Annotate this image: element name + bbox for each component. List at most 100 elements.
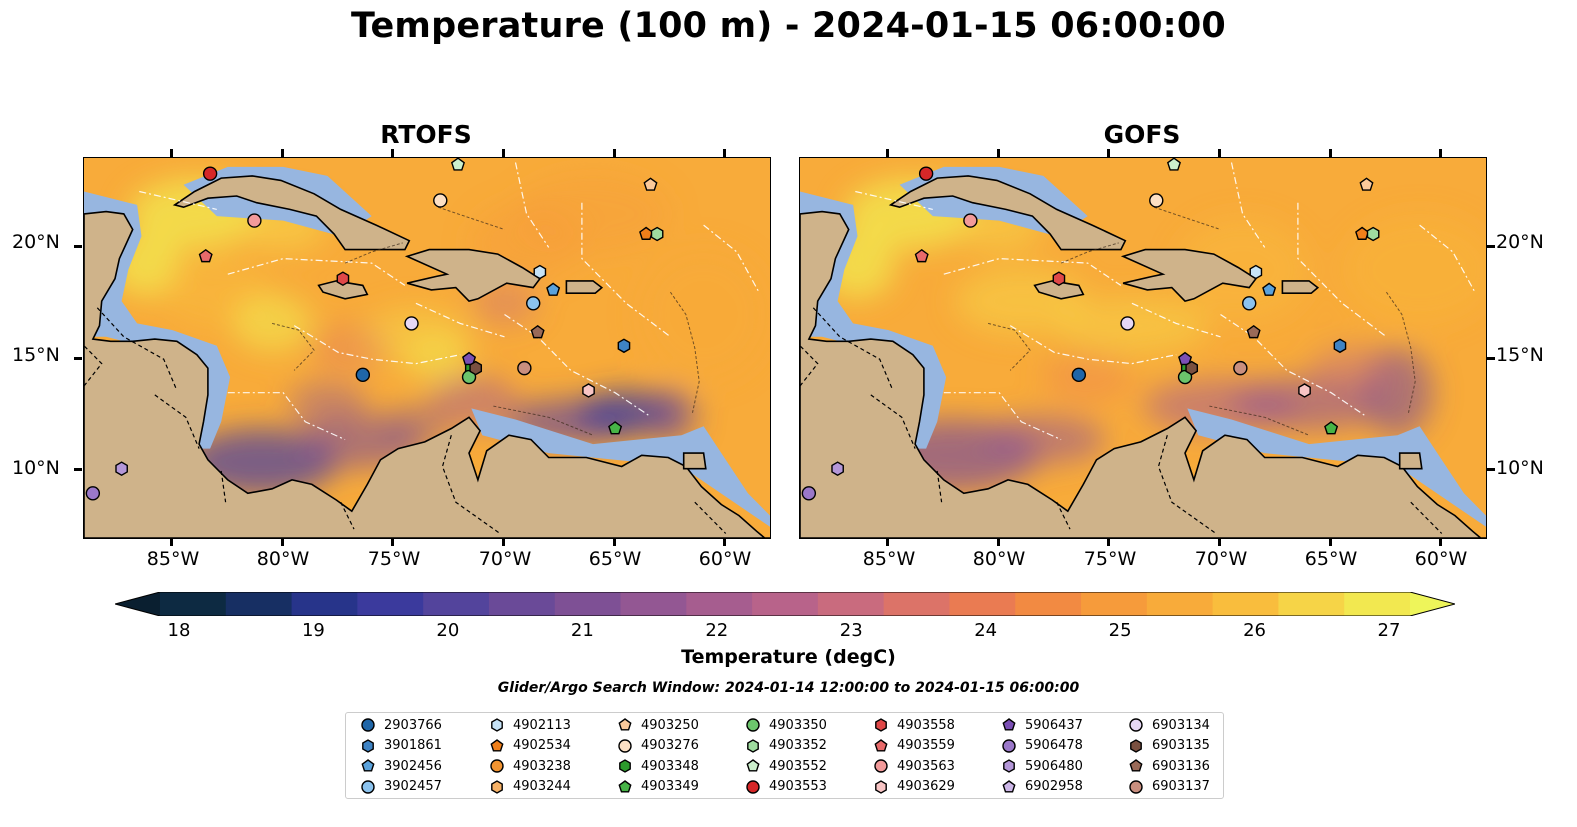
legend-item: 6903137 <box>1128 777 1210 797</box>
legend-label: 3901861 <box>384 738 442 753</box>
float-marker-4903559 <box>198 248 213 263</box>
legend-label: 5906437 <box>1025 717 1083 733</box>
colorbar-tick-label: 23 <box>839 620 863 641</box>
legend-item: 3902457 <box>360 777 442 797</box>
legend-item: 5906480 <box>1001 756 1083 776</box>
float-marker-3902457 <box>1242 296 1257 311</box>
float-marker-4903276 <box>1149 193 1164 208</box>
axis-tick <box>501 538 505 546</box>
float-marker-5906480 <box>115 461 128 477</box>
legend-item: 4903349 <box>617 777 699 797</box>
axis-tick <box>996 538 1000 546</box>
legend-marker <box>746 779 760 794</box>
lon-label-70w-gofs: 70°W <box>1194 548 1248 570</box>
float-marker-4903352 <box>650 226 664 242</box>
legend-item: 4903552 <box>745 756 827 776</box>
float-marker-4903349 <box>1324 421 1339 435</box>
lon-label-85w-gofs: 85°W <box>862 548 916 570</box>
axis-tick <box>886 149 890 157</box>
colorbar-segment <box>488 592 556 616</box>
figure-title: Temperature (100 m) - 2024-01-15 06:00:0… <box>351 6 1226 46</box>
legend-label: 6903135 <box>1152 738 1210 753</box>
colorbar-segment <box>817 592 885 616</box>
lat-label-20n: 20°N <box>12 231 60 253</box>
legend-marker <box>1129 779 1143 794</box>
legend-label: 4903349 <box>641 779 699 794</box>
legend-item: 5906437 <box>1001 715 1083 735</box>
axis-tick <box>280 149 284 157</box>
float-marker-4903558 <box>1052 271 1066 287</box>
legend-item: 4903348 <box>617 756 699 776</box>
lon-label-85w: 85°W <box>146 548 200 570</box>
float-marker-4903352 <box>1366 226 1380 242</box>
float-marker-2903766 <box>1071 367 1087 383</box>
axis-tick <box>391 149 395 157</box>
float-marker-3902456 <box>546 282 561 296</box>
legend-marker <box>1129 718 1143 732</box>
legend-marker <box>874 759 888 773</box>
legend-item: 4903629 <box>873 777 955 797</box>
legend-marker <box>746 759 760 772</box>
legend-item: 6903136 <box>1128 756 1210 776</box>
colorbar-tick-label: 24 <box>974 620 998 641</box>
legend-marker <box>619 759 631 773</box>
axis-tick <box>1439 538 1443 546</box>
legend-marker <box>490 759 504 773</box>
lat-label-15n-right: 15°N <box>1496 344 1544 366</box>
lon-label-65w: 65°W <box>588 548 642 570</box>
legend-marker <box>747 738 759 753</box>
legend-item: 4903559 <box>873 736 955 756</box>
float-marker-4903563 <box>247 213 262 228</box>
axis-tick <box>1487 468 1495 472</box>
float-marker-4903350 <box>1177 369 1193 385</box>
legend-marker <box>746 718 760 732</box>
colorbar-segment <box>1081 592 1148 616</box>
map-gofs <box>799 157 1487 539</box>
legend-label: 5906480 <box>1025 758 1083 774</box>
float-marker-3901861 <box>617 338 631 354</box>
colorbar-segment <box>949 592 1016 616</box>
float-marker-4903558 <box>336 271 350 287</box>
lon-label-75w: 75°W <box>367 548 421 570</box>
legend-item: 4903238 <box>489 756 571 776</box>
float-marker-4903553 <box>202 166 218 181</box>
colorbar-extend-low <box>115 592 160 616</box>
axis-tick <box>280 538 284 546</box>
float-marker-5906437 <box>1178 351 1193 366</box>
legend-item: 6903135 <box>1128 736 1210 756</box>
axis-tick <box>1439 149 1443 157</box>
float-marker-4903553 <box>918 166 934 181</box>
float-marker-6903136 <box>530 324 545 339</box>
legend-item: 4903276 <box>617 736 699 756</box>
colorbar-segment <box>554 592 622 616</box>
legend-item: 6903134 <box>1128 715 1210 735</box>
legend-marker <box>361 718 375 732</box>
legend-label: 4903558 <box>897 717 955 733</box>
colorbar-label: Temperature (degC) <box>681 646 896 668</box>
lon-label-80w: 80°W <box>256 548 310 570</box>
float-marker-4903563 <box>963 213 978 228</box>
legend-label: 4903559 <box>897 738 955 753</box>
colorbar-tick-label: 21 <box>570 620 594 641</box>
axis-tick <box>886 538 890 546</box>
axis-tick <box>612 149 616 157</box>
float-marker-4903629 <box>582 383 595 398</box>
legend-label: 4902113 <box>513 717 571 733</box>
float-marker-6903134 <box>1120 316 1135 331</box>
legend-label: 4903238 <box>513 758 571 774</box>
colorbar-segment <box>160 592 227 616</box>
legend-marker <box>875 718 887 732</box>
lon-label-65w-gofs: 65°W <box>1304 548 1358 570</box>
lon-label-70w: 70°W <box>478 548 532 570</box>
colorbar-segment <box>423 592 490 616</box>
colorbar-tick-label: 20 <box>436 620 460 641</box>
legend-label: 2903766 <box>384 717 442 733</box>
legend-marker <box>618 738 632 753</box>
float-marker-4903276 <box>433 193 448 208</box>
axis-tick <box>1487 356 1495 360</box>
lon-label-75w-gofs: 75°W <box>1083 548 1137 570</box>
axis-tick <box>1328 149 1332 157</box>
float-marker-4903250 <box>643 177 658 191</box>
legend-label: 4903629 <box>897 779 955 794</box>
axis-tick <box>1217 538 1221 546</box>
